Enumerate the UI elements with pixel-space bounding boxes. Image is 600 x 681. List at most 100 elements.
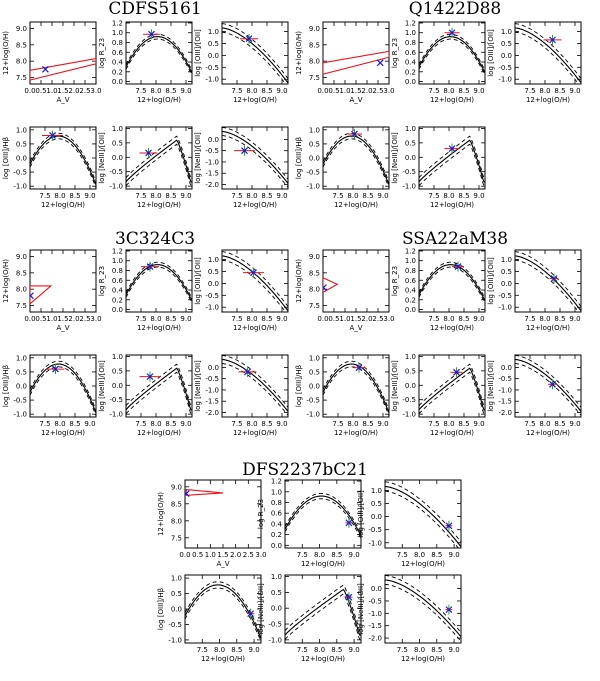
y-tick-label: 0.5 xyxy=(16,140,27,148)
panel-SSA22aM38-o3o2: 7.5 8.0 8.5 9.0 -1.0 -0.5 0.0 0.5 1.0 12+log(O/H)… xyxy=(487,249,582,332)
y-tick-label: 0.2 xyxy=(271,531,282,539)
model-upper-dashed xyxy=(385,575,461,633)
y-tick-label: 8.5 xyxy=(16,41,27,49)
y-tick-label: 0.5 xyxy=(208,268,219,276)
y-tick-label: -0.5 xyxy=(109,168,123,176)
y-tick-label: 8.0 xyxy=(309,286,320,294)
model-upper-dashed xyxy=(222,127,288,180)
y-tick-label: 0.0 xyxy=(371,585,382,593)
y-tick-label: -0.5 xyxy=(109,396,123,404)
y-tick-label: -0.5 xyxy=(168,621,182,629)
y-tick-label: 0.2 xyxy=(112,68,123,76)
model-curve xyxy=(30,135,96,186)
x-tick-label: 8.0 xyxy=(443,87,454,95)
panel-3C324C3-ne3o2b: 7.5 8.0 8.5 9.0 -2.0 -1.5 -1.0 -0.5 0.0 12+log(O/… xyxy=(194,354,289,437)
x-tick-label: 9.0 xyxy=(276,192,287,200)
y-tick-label: -1.0 xyxy=(13,183,27,191)
y-tick-label: -0.5 xyxy=(205,147,219,155)
y-tick-label: 1.0 xyxy=(208,256,219,264)
y-tick-label: 9.0 xyxy=(16,25,27,33)
y-tick-label: 1.0 xyxy=(271,573,282,581)
y-tick-label: 0.0 xyxy=(112,154,123,162)
x-tick-label: 8.5 xyxy=(362,192,373,200)
y-axis-label: log [OIII]/[OII] xyxy=(357,490,365,538)
y-tick-label: 0.0 xyxy=(405,154,416,162)
y-tick-label: 0.5 xyxy=(405,367,416,375)
x-tick-label: 2.0 xyxy=(361,87,372,95)
model-lower-dashed xyxy=(515,31,580,84)
model-upper-dashed xyxy=(285,492,361,534)
plot-area xyxy=(515,251,581,312)
y-tick-label: 0.0 xyxy=(271,542,282,550)
plot-area xyxy=(419,261,485,304)
y-tick-label: 7.5 xyxy=(171,534,182,542)
observed-point xyxy=(345,519,353,527)
model-lower-dashed xyxy=(419,38,485,76)
x-tick-label: 1.0 xyxy=(339,87,350,95)
y-tick-label: 0.6 xyxy=(271,510,283,518)
panel-3C324C3-ne3o2: 7.5 8.0 8.5 9.0 -1.0 -0.5 0.0 0.5 1.0 12+log(O/H)… xyxy=(98,353,193,437)
model-upper-dashed xyxy=(126,135,192,179)
panel-Q1422D88-ne3o2: 7.5 8.0 8.5 9.0 -1.0 -0.5 0.0 0.5 1.0 12+log(O/H)… xyxy=(391,125,486,209)
panel-DFS2237bC21-o3o2: 7.5 8.0 8.5 9.0 -1.0 -0.5 0.0 0.5 1.0 12+log(O/H)… xyxy=(357,479,462,568)
x-tick-label: 8.0 xyxy=(539,420,550,428)
y-tick-label: 7.5 xyxy=(16,302,27,310)
model-lower-dashed xyxy=(515,363,581,416)
y-axis-label: 12+log(O/H) xyxy=(157,492,165,536)
x-tick-label: 9.0 xyxy=(180,315,191,323)
x-tick-label: 7.5 xyxy=(231,315,242,323)
panel-CDFS5161-o3o2: 7.5 8.0 8.5 9.0 -1.0 -0.5 0.0 0.5 1.0 12+log(O/H)… xyxy=(194,21,289,104)
model-curve xyxy=(419,264,485,302)
observed-point xyxy=(245,35,253,43)
y-axis-label: log [NeIII]/[OII] xyxy=(487,360,495,412)
galaxy-title: CDFS5161 xyxy=(108,0,201,19)
x-axis-label: 12+log(O/H) xyxy=(334,429,378,437)
x-tick-label: 9.0 xyxy=(180,87,191,95)
y-tick-label: -0.5 xyxy=(306,169,320,177)
x-tick-label: 9.0 xyxy=(84,420,95,428)
plot-frame xyxy=(384,479,462,549)
y-axis-label: log R_23 xyxy=(391,266,399,296)
model-curve xyxy=(126,139,192,183)
plot-area xyxy=(285,492,361,539)
y-tick-label: -1.0 xyxy=(268,636,282,644)
x-tick-label: 7.5 xyxy=(524,87,535,95)
x-tick-label: 7.5 xyxy=(39,420,50,428)
y-tick-label: 1.0 xyxy=(405,125,416,133)
y-axis-label: 12+log(O/H) xyxy=(2,31,10,75)
panel-CDFS5161-o3hb: 7.5 8.0 8.5 9.0 -1.0 -0.5 0.0 0.5 1.0 12+log(O/H)… xyxy=(2,126,97,209)
model-upper-dashed xyxy=(222,251,288,307)
x-tick-label: 8.0 xyxy=(539,315,550,323)
x-axis-label: 12+log(O/H) xyxy=(334,201,378,209)
x-tick-label: 0.0 xyxy=(24,315,35,323)
galaxy-title: DFS2237bC21 xyxy=(242,460,368,480)
x-tick-label: 8.5 xyxy=(261,192,272,200)
plot-frame xyxy=(284,574,362,644)
x-tick-label: 8.0 xyxy=(314,551,325,559)
x-tick-label: 0.5 xyxy=(328,87,339,95)
x-tick-label: 7.5 xyxy=(297,646,308,654)
plot-frame xyxy=(221,354,289,418)
plot-area xyxy=(30,130,96,188)
model-upper-dashed xyxy=(126,363,192,407)
y-tick-label: -1.0 xyxy=(13,411,27,419)
plot-area xyxy=(222,251,288,312)
y-tick-label: 1.0 xyxy=(112,353,123,361)
y-tick-label: -1.0 xyxy=(168,636,182,644)
plot-area xyxy=(185,581,261,642)
x-tick-label: 3.0 xyxy=(255,551,266,559)
x-tick-label: 7.5 xyxy=(135,420,146,428)
model-lower-dashed xyxy=(515,259,580,312)
y-tick-label: 1.0 xyxy=(112,257,123,265)
x-tick-label: 9.0 xyxy=(449,551,460,559)
plot-area xyxy=(222,127,288,188)
x-tick-label: 1.0 xyxy=(205,551,216,559)
y-tick-label: -0.5 xyxy=(498,375,512,383)
x-axis-label: 12+log(O/H) xyxy=(430,429,474,437)
y-axis-label: log [NeIII]/[OII] xyxy=(194,132,202,184)
model-lower-dashed xyxy=(126,266,192,304)
x-tick-label: 2.0 xyxy=(68,315,79,323)
x-tick-label: 8.5 xyxy=(261,315,272,323)
x-tick-label: 2.5 xyxy=(79,87,90,95)
